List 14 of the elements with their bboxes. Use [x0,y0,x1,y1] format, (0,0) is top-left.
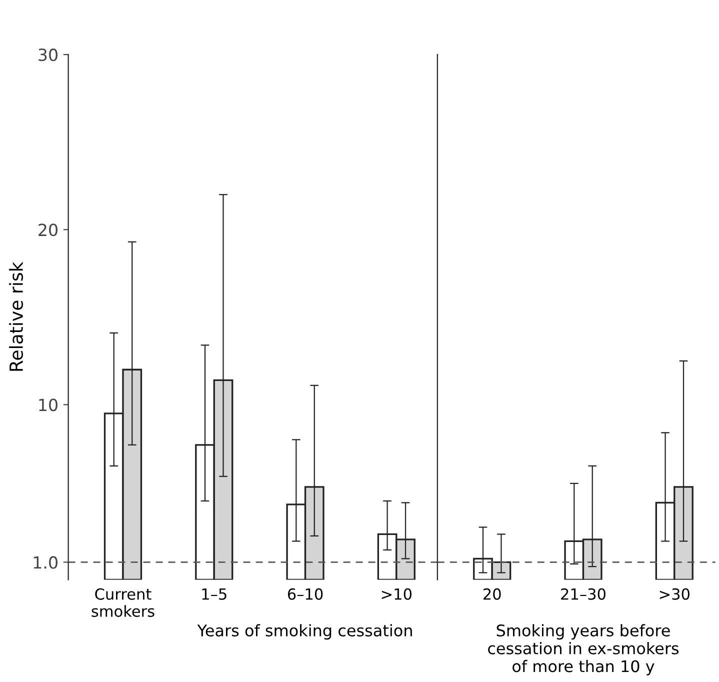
x-tick-label: 21–30 [561,588,606,600]
y-tick-label: 30 [38,48,58,62]
y-tick-label: 10 [39,398,58,412]
x-tick-label: Current smokers [92,588,154,617]
text: Years of smoking cessation [197,624,412,640]
x-tick-label: 20 [484,588,501,600]
text: Smoking years before cessation in ex-smokers of more than 10 y [488,624,679,676]
y-tick-label: 20 [38,224,58,236]
y-tick-label: 1.0 [34,556,58,569]
x-tick-label: >30 [660,588,690,600]
x-tick-label: >10 [382,588,412,600]
x-tick-label: 6–10 [288,588,323,600]
y-axis-title: Relative risk [9,262,24,371]
x-tick-label: 1–5 [202,588,226,600]
